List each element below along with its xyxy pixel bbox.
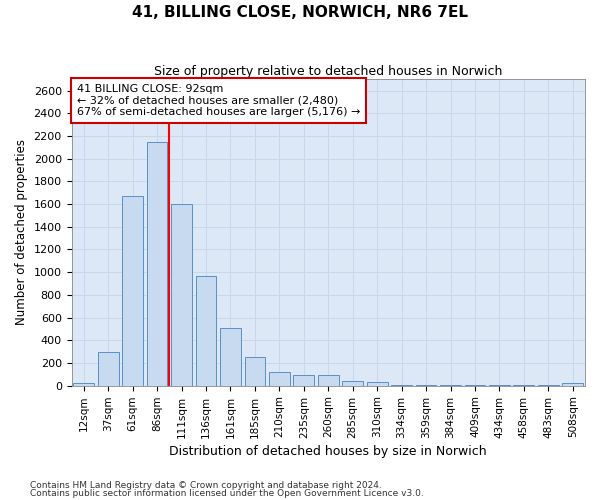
Text: Contains HM Land Registry data © Crown copyright and database right 2024.: Contains HM Land Registry data © Crown c… [30,480,382,490]
X-axis label: Distribution of detached houses by size in Norwich: Distribution of detached houses by size … [169,444,487,458]
Bar [391,385,412,386]
Bar [440,385,461,386]
Bar [196,276,217,386]
Bar [98,352,119,386]
Bar [367,382,388,386]
Text: Contains public sector information licensed under the Open Government Licence v3: Contains public sector information licen… [30,489,424,498]
Bar [416,385,436,386]
Y-axis label: Number of detached properties: Number of detached properties [15,140,28,326]
Bar [464,385,485,386]
Bar [73,384,94,386]
Bar [245,358,265,386]
Bar [122,196,143,386]
Bar [171,204,192,386]
Bar [269,372,290,386]
Title: Size of property relative to detached houses in Norwich: Size of property relative to detached ho… [154,65,502,78]
Bar [147,142,167,386]
Bar [343,381,363,386]
Bar [293,375,314,386]
Bar [562,384,583,386]
Text: 41, BILLING CLOSE, NORWICH, NR6 7EL: 41, BILLING CLOSE, NORWICH, NR6 7EL [132,5,468,20]
Bar [220,328,241,386]
Bar [318,376,338,386]
Text: 41 BILLING CLOSE: 92sqm
← 32% of detached houses are smaller (2,480)
67% of semi: 41 BILLING CLOSE: 92sqm ← 32% of detache… [77,84,360,117]
Bar [489,385,510,386]
